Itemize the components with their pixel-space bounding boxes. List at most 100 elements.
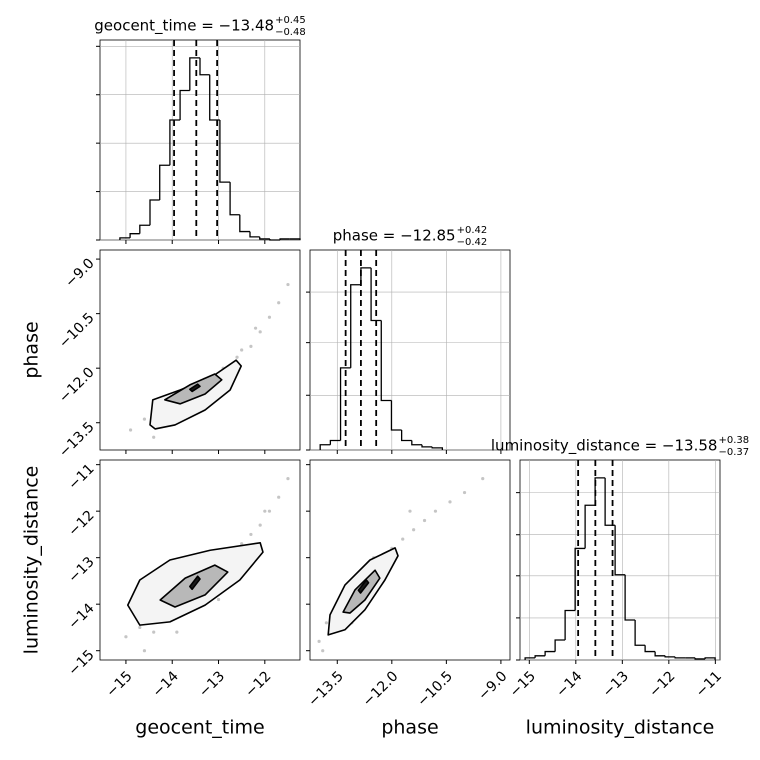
sample-point xyxy=(277,495,281,499)
hist-bin xyxy=(319,444,331,450)
hist-bin xyxy=(370,267,382,322)
sample-point xyxy=(267,509,272,513)
title-upper: +0.38 xyxy=(718,435,749,446)
sample-point xyxy=(408,509,412,513)
sample-point xyxy=(249,532,253,537)
hist-bin xyxy=(339,367,351,441)
axes-frame xyxy=(99,249,301,451)
sample-point xyxy=(401,537,405,541)
sample-point xyxy=(448,500,452,504)
hist-bin xyxy=(534,655,546,658)
sample-point xyxy=(152,630,156,634)
hist-bin xyxy=(179,89,190,120)
sample-point xyxy=(267,315,272,319)
x-tick-label: −14 xyxy=(553,668,585,700)
hist-bin xyxy=(584,504,596,549)
hist-bin xyxy=(329,439,341,445)
hist-bin xyxy=(159,164,170,200)
sample-point xyxy=(263,509,267,513)
hist-bin xyxy=(360,267,372,285)
axes-frame xyxy=(519,459,721,661)
hist-bin xyxy=(654,651,666,657)
sample-point xyxy=(324,621,328,625)
sample-point xyxy=(152,435,156,439)
sample-point xyxy=(175,630,179,634)
hist-bin xyxy=(149,199,160,226)
x-tick-label: −14 xyxy=(150,668,182,700)
hist-bin xyxy=(644,645,656,653)
title-lower: −0.37 xyxy=(718,447,749,458)
hist-bin xyxy=(189,57,200,91)
axes-frame xyxy=(99,459,301,661)
panel-title: phase = −12.85 xyxy=(333,227,456,245)
hist-bin xyxy=(219,120,231,183)
x-tick-label: −9.0 xyxy=(475,668,510,703)
x-tick-label: −13 xyxy=(196,668,228,700)
axes-frame xyxy=(309,459,511,661)
hist-bin xyxy=(119,237,131,240)
y-tick-label: −12.0 xyxy=(56,365,98,407)
sample-point xyxy=(286,477,290,481)
y-tick-label: −12 xyxy=(65,508,97,540)
hist-bin xyxy=(564,609,576,640)
sample-point xyxy=(258,523,262,527)
sample-point xyxy=(124,635,128,639)
hist-bin xyxy=(704,657,716,660)
hist-bin xyxy=(614,525,626,576)
hist-bin xyxy=(139,224,150,234)
contour xyxy=(357,579,370,594)
hist-bin xyxy=(411,440,422,446)
title-upper: +0.42 xyxy=(457,225,488,236)
hist-bin xyxy=(674,656,686,659)
x-tick-label: −11 xyxy=(693,668,725,700)
hist-bin xyxy=(259,236,270,240)
y-tick-label: −13.5 xyxy=(56,419,98,461)
hist-bin xyxy=(199,57,210,76)
hist-bin xyxy=(269,238,281,241)
sample-point xyxy=(142,649,147,653)
title-upper: +0.45 xyxy=(275,15,306,26)
hist-bin xyxy=(249,231,260,238)
sample-point xyxy=(317,639,321,643)
y-tick-label: −15 xyxy=(65,647,97,679)
sample-point xyxy=(235,355,239,359)
sample-point xyxy=(286,282,290,287)
panel-title: luminosity_distance = −13.58 xyxy=(491,437,718,456)
sample-point xyxy=(412,528,416,532)
hist-bin xyxy=(664,655,676,658)
y-tick-label: −9.0 xyxy=(62,255,97,290)
y-axis-label: luminosity_distance xyxy=(21,466,43,655)
hist-bin xyxy=(554,639,566,652)
sample-point xyxy=(216,597,221,602)
hist-bin xyxy=(279,238,290,240)
sample-point xyxy=(321,649,325,653)
sample-point xyxy=(422,518,427,523)
x-axis-label: luminosity_distance xyxy=(526,717,715,739)
hist-bin xyxy=(380,320,392,402)
hist-bin xyxy=(390,400,402,431)
sample-point xyxy=(277,301,281,305)
sample-point xyxy=(240,348,244,352)
hist-bin xyxy=(524,657,536,660)
title-lower: −0.48 xyxy=(275,27,306,38)
sample-point xyxy=(138,625,142,630)
x-axis-label: phase xyxy=(381,717,438,739)
hist-bin xyxy=(431,446,444,450)
hist-bin xyxy=(289,238,301,240)
hist-bin xyxy=(574,547,586,611)
sample-point xyxy=(433,509,438,513)
hist-bin xyxy=(421,444,433,448)
hist-bin xyxy=(544,650,556,656)
hist-bin xyxy=(604,477,616,526)
sample-point xyxy=(249,344,253,348)
hist-bin xyxy=(350,284,361,368)
hist-bin xyxy=(400,430,412,442)
y-tick-label: −10.5 xyxy=(56,310,98,352)
x-tick-label: −13.5 xyxy=(305,668,347,710)
x-tick-label: −15 xyxy=(507,668,539,700)
hist-bin xyxy=(229,182,240,216)
sample-point xyxy=(253,326,258,330)
hist-bin xyxy=(634,620,646,646)
